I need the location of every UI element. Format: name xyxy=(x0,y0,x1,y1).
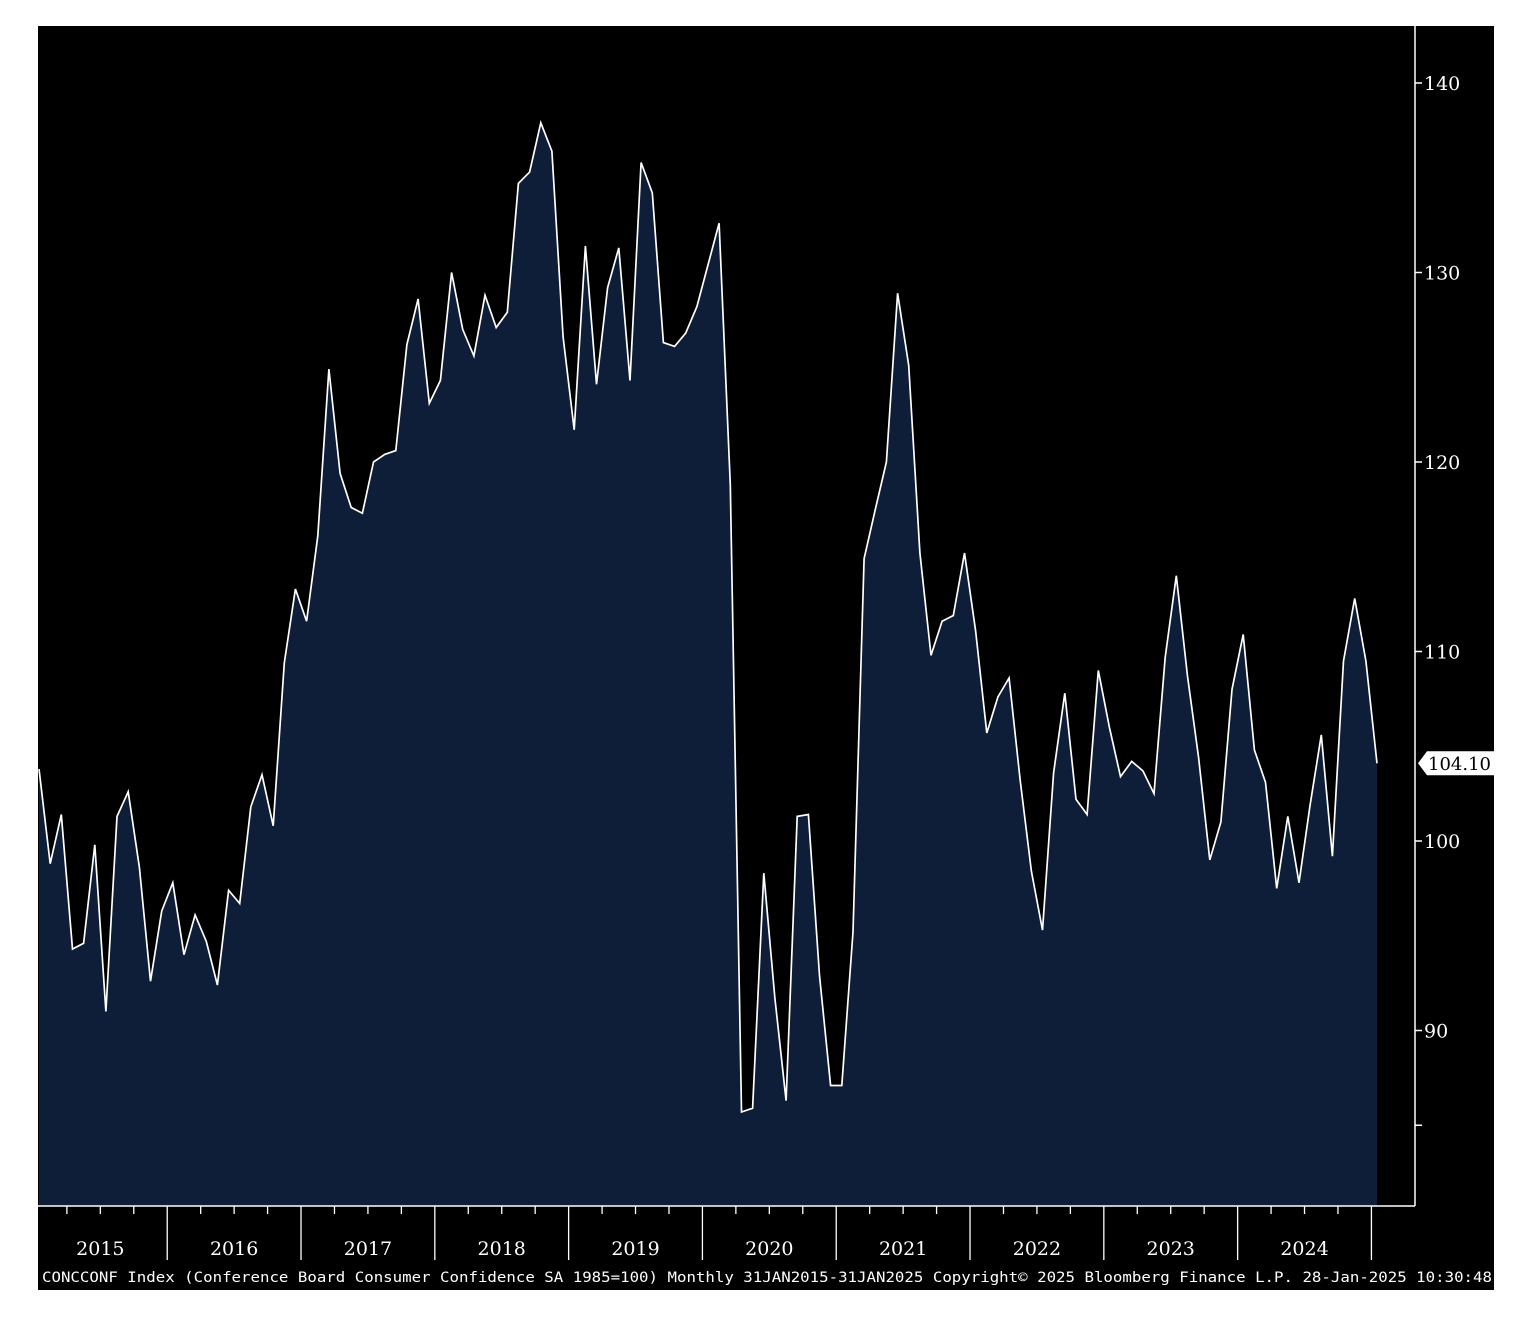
x-tick-label: 2021 xyxy=(879,1238,927,1260)
y-tick-label: 120 xyxy=(1424,452,1460,474)
x-tick-label: 2020 xyxy=(745,1238,793,1260)
y-tick-label: 100 xyxy=(1424,831,1460,853)
last-value-marker: 104.10 xyxy=(1418,751,1494,776)
chart-footer: CONCCONF Index (Conference Board Consume… xyxy=(42,1270,1492,1286)
y-tick-label: 130 xyxy=(1424,263,1460,285)
x-tick-label: 2015 xyxy=(76,1238,124,1260)
x-tick-label: 2022 xyxy=(1013,1238,1061,1260)
x-tick-label: 2024 xyxy=(1280,1238,1328,1260)
series-line xyxy=(38,119,1378,1114)
last-value-tag xyxy=(1418,751,1494,776)
x-axis-ticks: 2015 2016 2017 2018 2019 2020 2021 2022 2023 2024 xyxy=(66,1206,1373,1260)
x-tick-label: 2018 xyxy=(478,1238,526,1260)
x-tick-label: 2016 xyxy=(210,1238,258,1260)
chart-frame: 140 130 120 110 100 90 2015 2016 2017 2018 2019 20… xyxy=(38,26,1494,1290)
y-tick-label: 110 xyxy=(1424,642,1460,664)
last-value-label: 104.10 xyxy=(1428,754,1491,775)
y-axis-ticks: 140 130 120 110 100 90 xyxy=(1415,73,1460,1126)
x-tick-label: 2023 xyxy=(1147,1238,1195,1260)
y-tick-label: 90 xyxy=(1424,1021,1448,1043)
x-tick-label: 2017 xyxy=(344,1238,392,1260)
y-tick-label: 140 xyxy=(1424,73,1460,95)
x-tick-label: 2019 xyxy=(611,1238,659,1260)
series-area-fill xyxy=(39,122,1377,1206)
